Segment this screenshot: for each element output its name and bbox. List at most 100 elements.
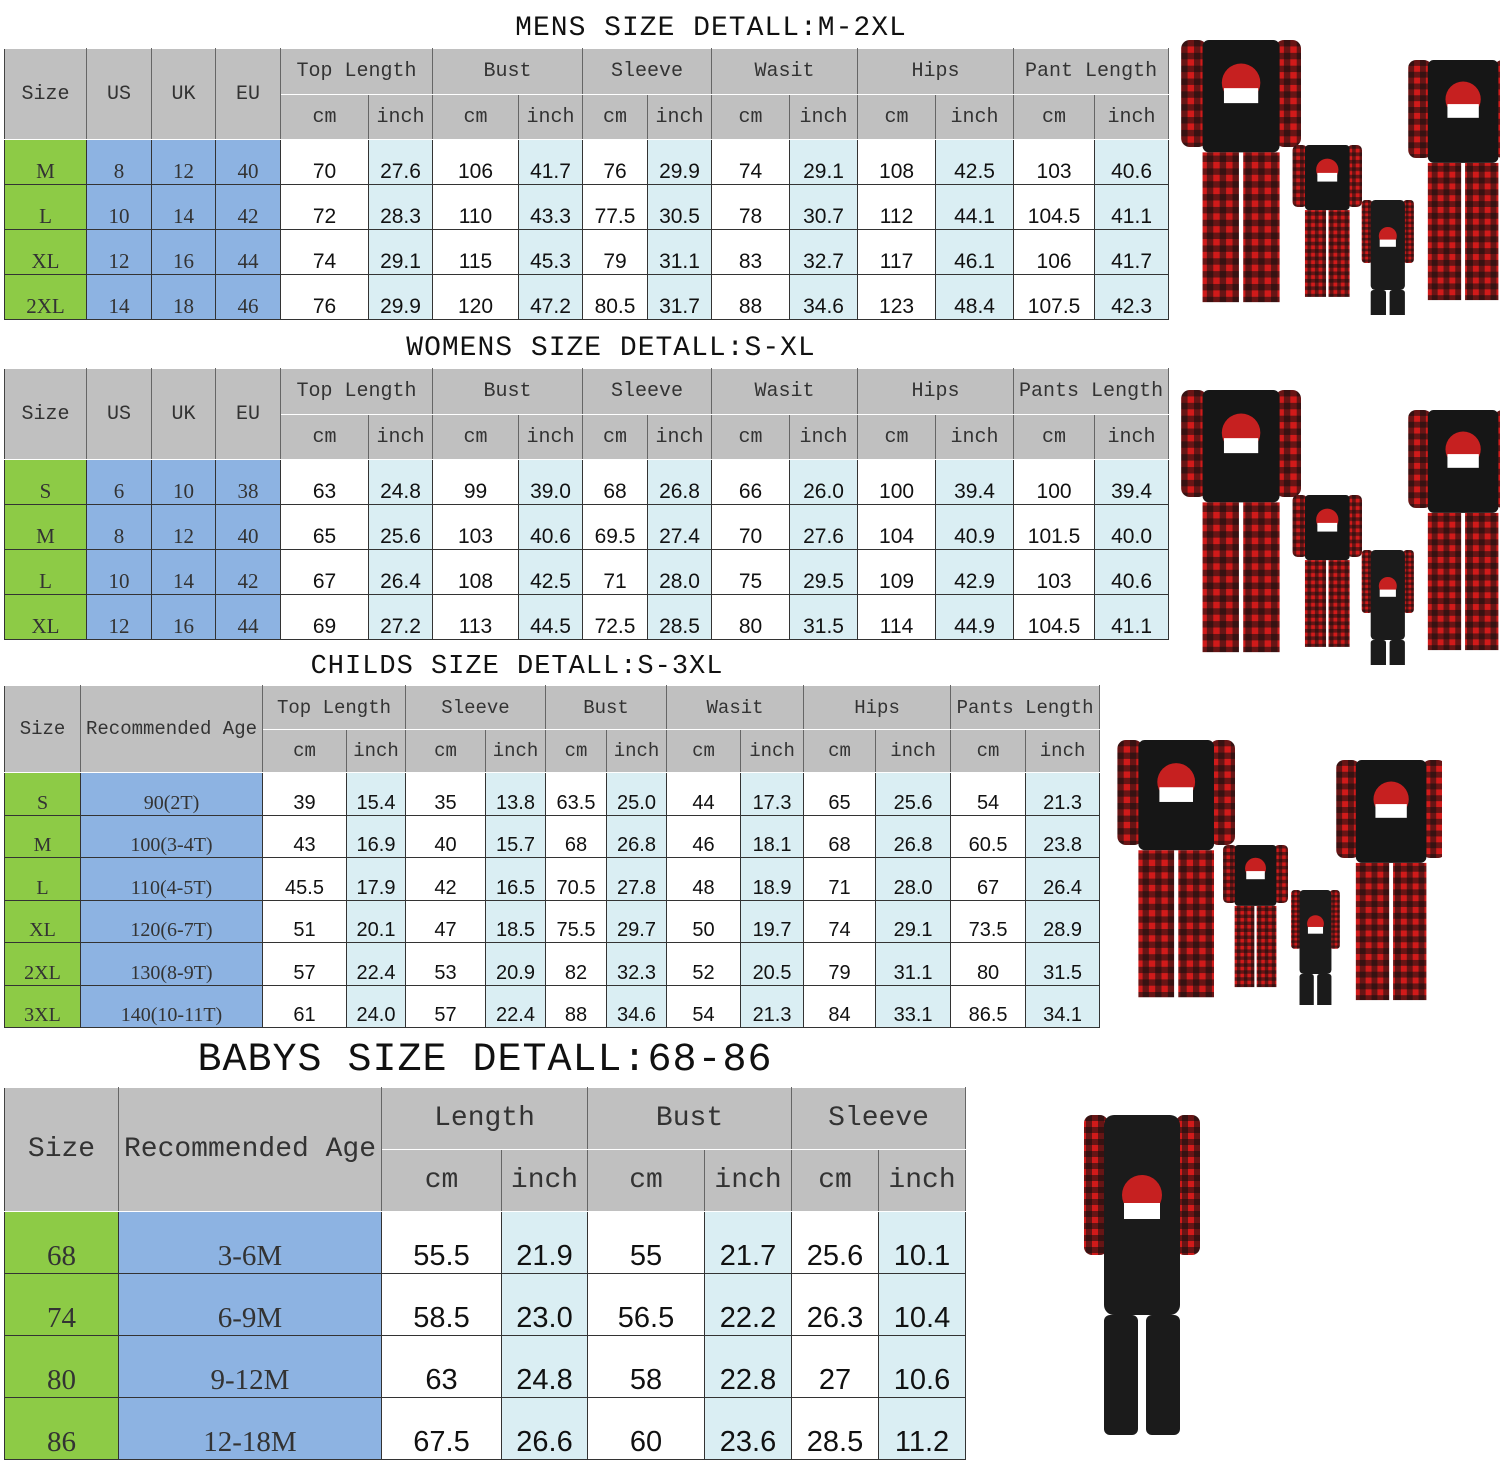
- babys-size-table: Size Recommended Age Length Bust Sleeve cm inc…: [4, 1087, 967, 1460]
- inch-value-cell: 27.2: [368, 594, 433, 640]
- inch-value-cell: 17.9: [346, 857, 406, 901]
- header-unit-cm: cm: [280, 414, 369, 460]
- inch-value-cell: 39.4: [1094, 459, 1170, 505]
- header-unit-inch: inch: [878, 1149, 967, 1212]
- cm-value-cell: 35: [405, 772, 486, 816]
- cm-value-cell: 68: [545, 814, 608, 858]
- inch-value-cell: 32.7: [789, 229, 859, 275]
- inch-value-cell: 27.8: [606, 857, 668, 901]
- cm-value-cell: 104: [857, 504, 937, 550]
- cm-value-cell: 82: [545, 942, 608, 986]
- inch-value-cell: 30.5: [647, 184, 713, 230]
- ref-size-cell: 12: [86, 594, 152, 640]
- cm-value-cell: 112: [857, 184, 937, 230]
- header-unit-cm: cm: [803, 729, 877, 773]
- inch-value-cell: 28.0: [875, 857, 952, 901]
- header-unit-inch: inch: [647, 414, 713, 460]
- age-cell: 140(10-11T): [80, 984, 263, 1028]
- size-cell: S: [4, 772, 81, 816]
- header-group-wasit: Wasit: [711, 368, 859, 415]
- inch-value-cell: 21.3: [740, 984, 805, 1028]
- header-unit-cm: cm: [857, 94, 937, 140]
- ref-size-cell: 8: [86, 139, 152, 185]
- cm-value-cell: 63.5: [545, 772, 608, 816]
- ref-size-cell: 40: [215, 504, 281, 550]
- header-unit-cm: cm: [1013, 414, 1096, 460]
- table-row: 2XL 14 18 46 76 29.9 120 47.2 80.5 31.7 88 34.6 123 4…: [4, 274, 1170, 320]
- cm-value-cell: 78: [711, 184, 791, 230]
- cm-value-cell: 114: [857, 594, 937, 640]
- header-group-sleeve: Sleeve: [791, 1087, 967, 1150]
- header-unit-inch: inch: [368, 414, 433, 460]
- inch-value-cell: 29.1: [875, 899, 952, 943]
- womens-title: WOMENS SIZE DETALL:S-XL: [406, 333, 816, 364]
- cm-value-cell: 103: [432, 504, 519, 550]
- cm-value-cell: 65: [280, 504, 369, 550]
- inch-value-cell: 23.0: [500, 1273, 589, 1336]
- cm-value-cell: 71: [582, 549, 649, 595]
- cm-value-cell: 54: [950, 772, 1027, 816]
- inch-value-cell: 25.6: [368, 504, 433, 550]
- ref-size-cell: 18: [151, 274, 216, 320]
- cm-value-cell: 57: [405, 984, 486, 1028]
- inch-value-cell: 11.2: [878, 1397, 967, 1460]
- header-unit-cm: cm: [432, 414, 519, 460]
- cm-value-cell: 88: [545, 984, 608, 1028]
- baby-romper-figure: [1084, 1115, 1200, 1435]
- cm-value-cell: 47: [405, 899, 486, 943]
- cm-value-cell: 55: [587, 1211, 706, 1274]
- header-eu: EU: [215, 368, 281, 460]
- inch-value-cell: 48.4: [935, 274, 1015, 320]
- ref-size-cell: 14: [151, 549, 216, 595]
- mens-family-pajama-image: [1181, 40, 1500, 315]
- cm-value-cell: 67.5: [381, 1397, 502, 1460]
- cm-value-cell: 108: [432, 549, 519, 595]
- pajama-set-figure: [1408, 60, 1500, 301]
- inch-value-cell: 23.6: [704, 1397, 793, 1460]
- ref-size-cell: 14: [86, 274, 152, 320]
- ref-size-cell: 10: [151, 459, 216, 505]
- pajama-set-figure: [1117, 740, 1235, 998]
- cm-value-cell: 72.5: [582, 594, 649, 640]
- cm-value-cell: 120: [432, 274, 519, 320]
- inch-value-cell: 24.0: [346, 984, 406, 1028]
- pajama-set-figure: [1181, 40, 1301, 303]
- cm-value-cell: 103: [1013, 139, 1096, 185]
- cm-value-cell: 60.5: [950, 814, 1027, 858]
- childs-section: CHILDS SIZE DETALL:S-3XL Size Recommended…: [4, 645, 1101, 1028]
- cm-value-cell: 115: [432, 229, 519, 275]
- age-cell: 12-18M: [118, 1397, 382, 1460]
- cm-value-cell: 88: [711, 274, 791, 320]
- cm-value-cell: 48: [666, 857, 742, 901]
- inch-value-cell: 22.4: [484, 984, 547, 1028]
- cm-value-cell: 123: [857, 274, 937, 320]
- table-row: L 110(4-5T) 45.5 17.9 42 16.5 70.5 27.8 48 18.9 71…: [4, 857, 1101, 901]
- cm-value-cell: 104.5: [1013, 594, 1096, 640]
- inch-value-cell: 40.6: [517, 504, 584, 550]
- inch-value-cell: 27.4: [647, 504, 713, 550]
- cm-value-cell: 75: [711, 549, 791, 595]
- header-unit-inch: inch: [875, 729, 952, 773]
- header-unit-inch: inch: [517, 94, 584, 140]
- inch-value-cell: 18.9: [740, 857, 805, 901]
- header-group-bust: Bust: [431, 368, 584, 415]
- cm-value-cell: 86.5: [950, 984, 1027, 1028]
- inch-value-cell: 27.6: [789, 504, 859, 550]
- inch-value-cell: 42.5: [517, 549, 584, 595]
- header-unit-cm: cm: [711, 94, 791, 140]
- header-group-top-length: Top Length: [280, 48, 433, 95]
- header-uk: UK: [151, 368, 216, 460]
- cm-value-cell: 39: [262, 772, 347, 816]
- mens-title: MENS SIZE DETALL:M-2XL: [515, 13, 907, 44]
- inch-value-cell: 32.3: [606, 942, 668, 986]
- header-group-bust: Bust: [431, 48, 584, 95]
- header-unit-cm: cm: [950, 729, 1027, 773]
- cm-value-cell: 42: [405, 857, 486, 901]
- inch-value-cell: 22.2: [704, 1273, 793, 1336]
- cm-value-cell: 84: [803, 984, 877, 1028]
- header-unit-inch: inch: [1094, 94, 1170, 140]
- header-group-hips: Hips: [803, 685, 952, 730]
- womens-family-pajama-image: [1181, 390, 1500, 665]
- header-size: Size: [4, 685, 81, 773]
- inch-value-cell: 22.8: [704, 1335, 793, 1398]
